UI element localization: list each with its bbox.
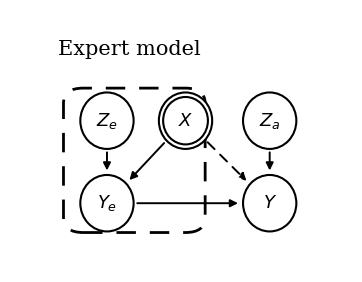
Text: $Z_a$: $Z_a$ bbox=[259, 111, 281, 131]
Text: Expert model: Expert model bbox=[58, 39, 201, 59]
Ellipse shape bbox=[80, 175, 134, 232]
Text: $Y_e$: $Y_e$ bbox=[97, 193, 117, 213]
Ellipse shape bbox=[80, 92, 134, 149]
Text: $Y$: $Y$ bbox=[262, 194, 277, 212]
Ellipse shape bbox=[243, 175, 296, 232]
Ellipse shape bbox=[159, 92, 212, 149]
Ellipse shape bbox=[243, 92, 296, 149]
Text: $X$: $X$ bbox=[178, 112, 193, 130]
Text: $Z_e$: $Z_e$ bbox=[96, 111, 118, 131]
